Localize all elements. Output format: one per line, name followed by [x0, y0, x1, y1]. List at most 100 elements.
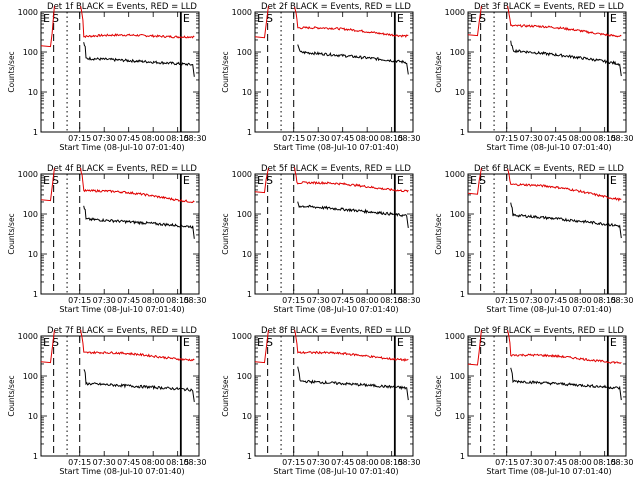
marker-label-s: S [52, 174, 59, 187]
y-axis-label: Counts/sec [434, 51, 443, 92]
marker-label-e: E [183, 12, 190, 25]
y-axis-label: Counts/sec [7, 213, 16, 254]
y-tick-label: 10 [455, 88, 465, 97]
y-tick-label: 100 [23, 210, 38, 219]
detector-panel-9: Det 9f BLACK = Events, RED = LLD 1 10 100 10… [434, 326, 634, 476]
detector-panel-7: Det 7f BLACK = Events, RED = LLD 1 10 100 10… [7, 326, 207, 476]
plot-frame [40, 11, 200, 133]
y-tick-label: 1 [247, 128, 252, 137]
x-tick-label: 07:45 [331, 134, 354, 143]
x-tick-label: 08:15 [593, 134, 616, 143]
marker-label-e: E [610, 336, 617, 349]
x-axis-label: Start Time (08-Jul-10 07:01:40) [59, 305, 184, 314]
x-tick-label: 08:00 [356, 458, 379, 467]
plot-frame [467, 173, 627, 295]
plot-frame [254, 335, 414, 457]
x-tick-label: 07:45 [331, 296, 354, 305]
x-tick-label: 07:15 [68, 134, 91, 143]
x-tick-label: 07:30 [93, 296, 116, 305]
x-tick-label: 08:15 [166, 296, 189, 305]
marker-label-e: E [470, 174, 477, 187]
lld-series-line [80, 329, 195, 362]
y-tick-label: 100 [237, 48, 252, 57]
detector-panel-1: Det 1f BLACK = Events, RED = LLD 1 10 100 10… [7, 2, 207, 152]
lld-series-line [294, 6, 409, 39]
marker-label-e: E [470, 336, 477, 349]
marker-label-s: S [266, 336, 273, 349]
x-tick-label: 07:45 [117, 458, 140, 467]
x-axis-label: Start Time (08-Jul-10 07:01:40) [273, 305, 398, 314]
panel-title: Det 2f BLACK = Events, RED = LLD [261, 2, 411, 12]
x-tick-label: 07:15 [495, 458, 518, 467]
panel-title: Det 6f BLACK = Events, RED = LLD [474, 164, 624, 174]
y-tick-label: 10 [455, 250, 465, 259]
y-tick-label: 1000 [18, 332, 38, 341]
y-tick-label: 100 [23, 372, 38, 381]
x-tick-label: 07:30 [93, 134, 116, 143]
marker-label-e: E [183, 336, 190, 349]
y-tick-label: 10 [242, 412, 252, 421]
detector-panel-2: Det 2f BLACK = Events, RED = LLD 1 10 100 10… [221, 2, 421, 152]
marker-label-s: S [52, 12, 59, 25]
marker-label-e: E [397, 174, 404, 187]
y-axis-label: Counts/sec [221, 375, 230, 416]
y-tick-label: 1000 [18, 8, 38, 17]
lld-series-line [507, 168, 622, 202]
y-tick-label: 1000 [445, 170, 465, 179]
y-tick-label: 1 [33, 128, 38, 137]
x-tick-label: 08:30 [610, 458, 633, 467]
y-tick-label: 1000 [445, 8, 465, 17]
marker-label-s: S [479, 174, 486, 187]
x-tick-label: 07:15 [68, 458, 91, 467]
x-tick-label: 07:30 [307, 134, 330, 143]
plot-frame [254, 11, 414, 133]
y-tick-label: 1000 [232, 170, 252, 179]
x-tick-label: 08:30 [183, 296, 206, 305]
events-series-line [297, 201, 409, 228]
marker-label-s: S [479, 336, 486, 349]
x-tick-label: 07:15 [282, 458, 305, 467]
events-series-line [83, 42, 195, 77]
plot-frame [467, 11, 627, 133]
lld-series-line [254, 168, 269, 194]
panel-title: Det 4f BLACK = Events, RED = LLD [47, 164, 197, 174]
panel-title: Det 1f BLACK = Events, RED = LLD [47, 2, 197, 12]
x-tick-label: 08:00 [356, 296, 379, 305]
x-tick-label: 08:15 [380, 296, 403, 305]
x-tick-label: 08:15 [380, 134, 403, 143]
x-tick-label: 08:00 [142, 458, 165, 467]
x-tick-label: 07:30 [93, 458, 116, 467]
marker-label-e: E [257, 12, 264, 25]
lld-series-line [254, 330, 269, 364]
x-tick-label: 08:00 [569, 296, 592, 305]
x-tick-label: 08:15 [380, 458, 403, 467]
x-tick-label: 07:15 [282, 296, 305, 305]
x-tick-label: 07:45 [544, 296, 567, 305]
x-tick-label: 08:15 [166, 134, 189, 143]
x-axis-label: Start Time (08-Jul-10 07:01:40) [59, 467, 184, 476]
x-tick-label: 07:45 [117, 296, 140, 305]
y-axis-label: Counts/sec [7, 375, 16, 416]
marker-label-e: E [610, 174, 617, 187]
y-tick-label: 1 [33, 290, 38, 299]
lld-series-line [467, 168, 482, 195]
y-tick-label: 10 [455, 412, 465, 421]
y-tick-label: 1 [247, 290, 252, 299]
y-tick-label: 1000 [232, 332, 252, 341]
y-tick-label: 100 [450, 372, 465, 381]
x-tick-label: 08:30 [610, 134, 633, 143]
x-tick-label: 08:00 [569, 134, 592, 143]
lld-series-line [294, 329, 409, 362]
marker-label-e: E [610, 12, 617, 25]
events-series-line [297, 44, 409, 75]
x-tick-label: 08:30 [397, 134, 420, 143]
y-tick-label: 1000 [18, 170, 38, 179]
marker-label-s: S [479, 12, 486, 25]
panel-title: Det 8f BLACK = Events, RED = LLD [261, 326, 411, 336]
y-tick-label: 100 [450, 210, 465, 219]
marker-label-e: E [397, 336, 404, 349]
events-series-line [510, 202, 622, 239]
marker-label-s: S [52, 336, 59, 349]
